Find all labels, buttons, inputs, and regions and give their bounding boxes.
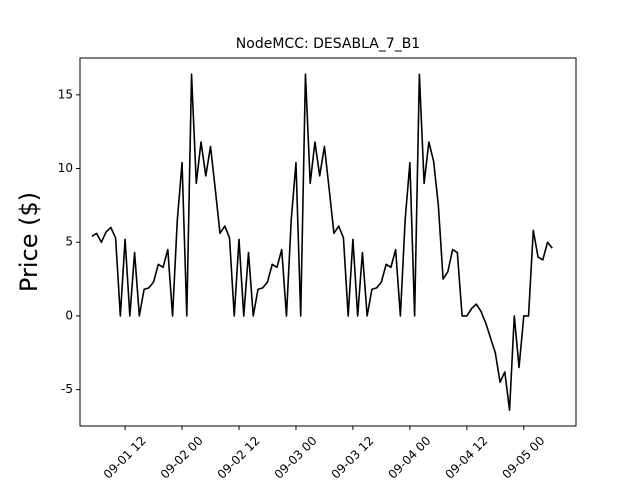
y-axis-label: Price ($) [15,192,43,292]
y-tick-label: -5 [61,382,73,396]
y-tick-label: 10 [58,161,73,175]
line [91,73,553,412]
x-tick-label: 09-03 12 [329,434,377,480]
y-tick-label: 5 [65,235,73,249]
x-tick-label: 09-04 00 [385,434,433,480]
x-tick-label: 09-01 12 [101,434,149,480]
x-tick-label: 09-03 00 [272,434,320,480]
y-tick-label: 15 [58,87,73,101]
plot-frame [79,57,577,427]
x-tick-label: 09-02 12 [215,434,263,480]
x-tick-label: 09-02 00 [158,434,206,480]
y-tick-label: 0 [65,308,73,322]
x-tick-label: 09-04 12 [442,434,490,480]
chart-title: NodeMCC: DESABLA_7_B1 [236,36,420,52]
x-tick-label: 09-05 00 [499,434,547,480]
